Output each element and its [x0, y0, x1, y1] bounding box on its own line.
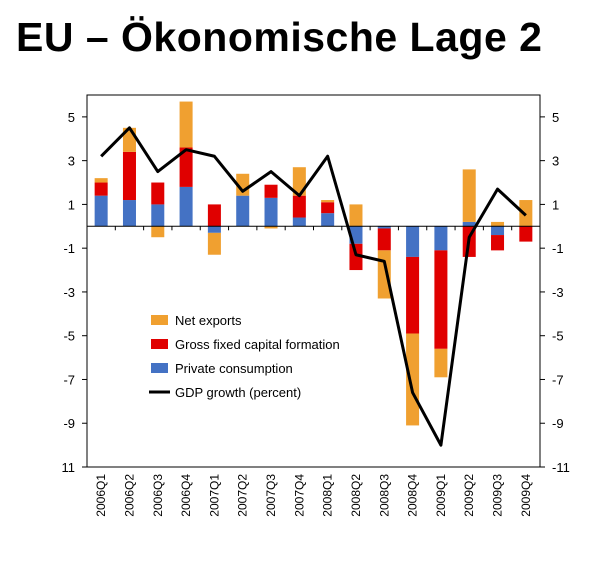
bar-private-consumption-2009q3: [491, 226, 505, 236]
left-axis-tick-label: 11: [62, 460, 76, 475]
bar-net-exports-2008q4: [406, 333, 420, 426]
left-axis-tick-label: -3: [63, 285, 75, 300]
bar-private-consumption-2006q3: [151, 204, 165, 227]
bar-net-exports-2009q3: [491, 221, 505, 227]
left-axis-tick-label: -5: [63, 329, 75, 344]
left-axis-tick-label: -1: [63, 241, 75, 256]
right-axis-tick-label: -1: [552, 241, 564, 256]
right-axis-tick-label: -9: [552, 416, 564, 431]
legend-swatch-gfcf: [151, 339, 168, 349]
gdp-growth-line: [100, 126, 527, 447]
bar-net-exports-2007q1: [207, 232, 221, 255]
bar-private-consumption-2007q2: [236, 195, 250, 227]
bar-gross-fixed-capital-formation-2006q2: [122, 151, 136, 201]
bar-gross-fixed-capital-formation-2008q4: [406, 256, 420, 334]
category-label-2007q2: 2007Q2: [236, 474, 250, 517]
bar-gross-fixed-capital-formation-2009q3: [491, 235, 505, 251]
bar-gross-fixed-capital-formation-2006q1: [94, 182, 108, 196]
slide-title: EU – Ökonomische Lage 2: [16, 14, 543, 60]
bar-private-consumption-2006q2: [122, 200, 136, 227]
legend-label-gfcf: Gross fixed capital formation: [175, 337, 340, 352]
bar-net-exports-2009q4: [519, 200, 533, 227]
bar-net-exports-2006q3: [151, 226, 165, 238]
legend-label-private-consumption: Private consumption: [175, 361, 293, 376]
category-label-2007q1: 2007Q1: [207, 474, 221, 517]
category-label-2009q2: 2009Q2: [462, 474, 476, 517]
right-axis-tick-label: -7: [552, 372, 564, 387]
bar-net-exports-2009q1: [434, 348, 448, 378]
bar-net-exports-2008q1: [321, 200, 335, 203]
category-label-2009q1: 2009Q1: [434, 474, 448, 517]
legend-swatch-net-exports: [151, 315, 168, 325]
category-label-2007q3: 2007Q3: [264, 474, 278, 517]
bar-net-exports-2008q3: [377, 250, 391, 299]
bar-private-consumption-2008q4: [406, 226, 420, 257]
bar-private-consumption-2007q3: [264, 197, 278, 227]
bar-private-consumption-2009q2: [462, 221, 476, 227]
category-label-2008q1: 2008Q1: [321, 474, 335, 517]
ticks-layer: 5 53 31 1-1 -1-3 -3-5 -5-7 -7-9 -911 -11: [62, 110, 570, 475]
right-axis-tick-label: -11: [552, 460, 570, 475]
category-label-2008q4: 2008Q4: [406, 474, 420, 517]
bar-gross-fixed-capital-formation-2008q2: [349, 243, 363, 271]
bar-private-consumption-2007q1: [207, 226, 221, 233]
legend: Net exports Gross fixed capital formatio…: [149, 313, 340, 400]
bar-private-consumption-2009q1: [434, 226, 448, 251]
category-label-2008q2: 2008Q2: [349, 474, 363, 517]
legend-label-gdp-growth: GDP growth (percent): [175, 385, 301, 400]
category-label-2006q2: 2006Q2: [122, 474, 136, 517]
category-label-2009q4: 2009Q4: [519, 474, 533, 517]
bar-net-exports-2006q4: [179, 101, 193, 148]
bar-private-consumption-2008q1: [321, 213, 335, 227]
left-axis-tick-label: -7: [63, 372, 75, 387]
bar-gross-fixed-capital-formation-2007q1: [207, 204, 221, 227]
bar-net-exports-2007q3: [264, 226, 278, 229]
legend-swatch-private-consumption: [151, 363, 168, 373]
bar-net-exports-2008q2: [349, 204, 363, 227]
bar-private-consumption-2006q1: [94, 195, 108, 227]
right-axis-tick-label: 5: [552, 110, 559, 125]
left-axis-tick-label: 1: [68, 197, 75, 212]
bar-private-consumption-2007q4: [292, 217, 306, 227]
bar-net-exports-2006q1: [94, 178, 108, 183]
bar-gross-fixed-capital-formation-2009q4: [519, 226, 533, 242]
category-label-2006q3: 2006Q3: [151, 474, 165, 517]
left-axis-tick-label: 3: [68, 154, 75, 169]
bar-net-exports-2007q4: [292, 167, 306, 196]
bar-gross-fixed-capital-formation-2006q4: [179, 147, 193, 187]
bar-private-consumption-2008q3: [377, 226, 391, 229]
right-axis-tick-label: -3: [552, 285, 564, 300]
bars-layer: [94, 101, 533, 426]
left-axis-tick-label: -9: [63, 416, 75, 431]
bar-gross-fixed-capital-formation-2009q1: [434, 250, 448, 349]
bar-gross-fixed-capital-formation-2008q1: [321, 202, 335, 214]
bar-net-exports-2009q2: [462, 169, 476, 222]
bar-gross-fixed-capital-formation-2007q3: [264, 184, 278, 198]
category-label-2006q4: 2006Q4: [179, 474, 193, 517]
category-labels: 2006Q1 2006Q2 2006Q3 2006Q4 2007Q1 2007Q2 2007…: [94, 226, 533, 517]
bar-gross-fixed-capital-formation-2006q3: [151, 182, 165, 205]
category-label-2007q4: 2007Q4: [292, 474, 306, 517]
bar-private-consumption-2006q4: [179, 186, 193, 227]
left-axis-tick-label: 5: [68, 110, 75, 125]
bar-gross-fixed-capital-formation-2007q4: [292, 195, 306, 218]
category-label-2009q3: 2009Q3: [491, 474, 505, 517]
plot-frame: [86, 94, 541, 468]
category-label-2008q3: 2008Q3: [377, 474, 391, 517]
bar-gross-fixed-capital-formation-2008q3: [377, 228, 391, 251]
right-axis-tick-label: 3: [552, 154, 559, 169]
category-label-2006q1: 2006Q1: [94, 474, 108, 517]
right-axis-tick-label: 1: [552, 197, 559, 212]
right-axis-tick-label: -5: [552, 329, 564, 344]
legend-label-net-exports: Net exports: [175, 313, 242, 328]
